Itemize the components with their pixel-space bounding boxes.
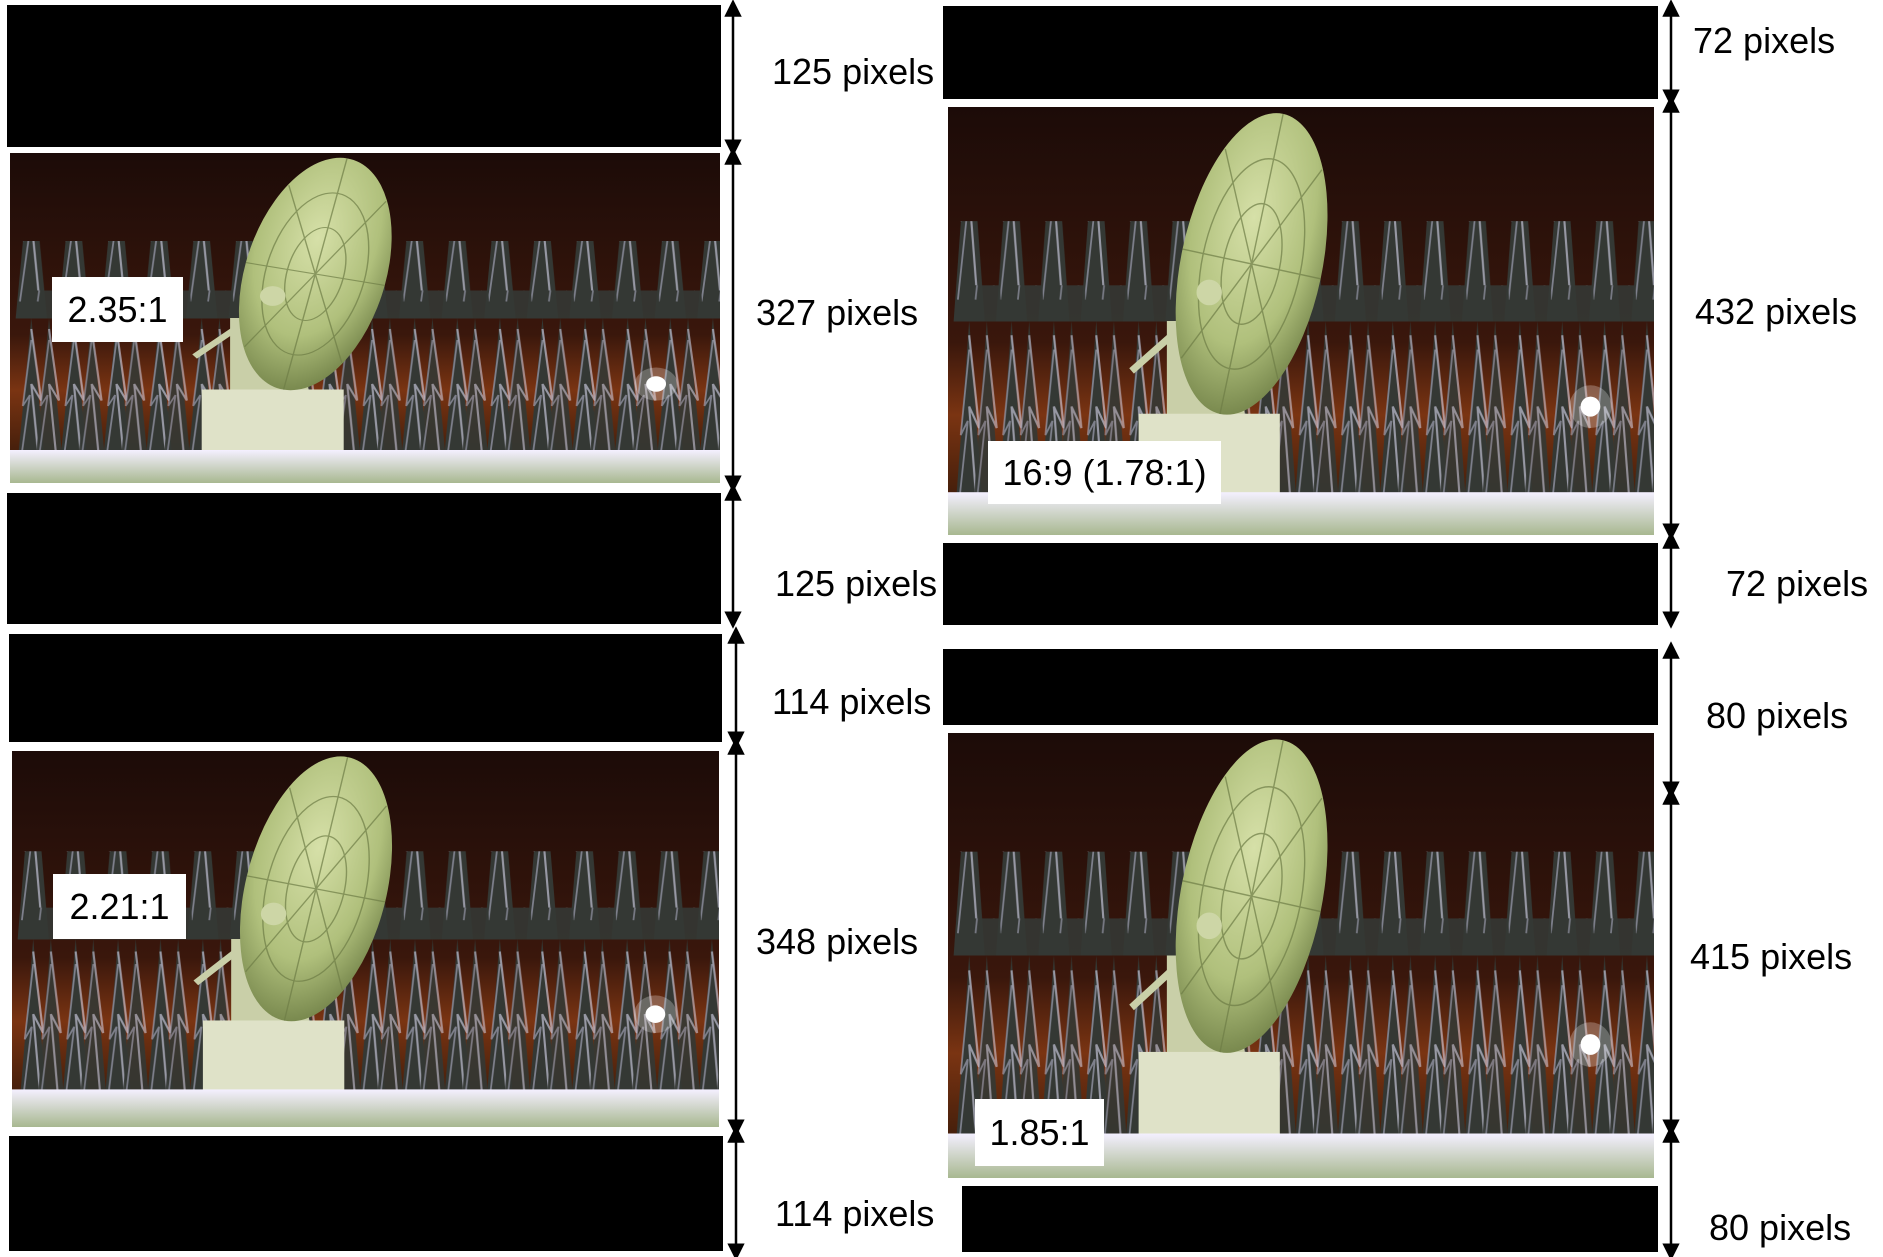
letterbox-bar-top xyxy=(943,6,1658,99)
letterbox-bar-top xyxy=(7,5,721,147)
image-height-label: 348 pixels xyxy=(756,924,918,960)
top-bar-height-label: 125 pixels xyxy=(772,54,934,90)
image-height-label: 327 pixels xyxy=(756,295,918,331)
ratio-label: 16:9 (1.78:1) xyxy=(988,441,1221,504)
bottom-bar-height-label: 80 pixels xyxy=(1709,1210,1851,1246)
top-bar-height-label: 80 pixels xyxy=(1706,698,1848,734)
image-height-label: 415 pixels xyxy=(1690,939,1852,975)
photo-panel-3 xyxy=(12,751,719,1127)
top-bar-height-label: 72 pixels xyxy=(1693,23,1835,59)
ratio-label: 2.21:1 xyxy=(53,874,186,939)
ratio-label: 2.35:1 xyxy=(52,277,183,342)
image-height-label: 432 pixels xyxy=(1695,294,1857,330)
top-bar-height-label: 114 pixels xyxy=(772,684,931,720)
letterbox-bar-bottom xyxy=(7,493,721,624)
ratio-label: 1.85:1 xyxy=(975,1099,1104,1166)
bottom-bar-height-label: 72 pixels xyxy=(1726,566,1868,602)
bottom-bar-height-label: 125 pixels xyxy=(775,566,937,602)
letterbox-bar-bottom xyxy=(9,1136,723,1251)
letterbox-bar-top xyxy=(943,649,1658,725)
letterbox-bar-bottom xyxy=(943,543,1658,625)
letterbox-bar-top xyxy=(9,634,722,742)
letterbox-bar-bottom xyxy=(962,1186,1658,1252)
bottom-bar-height-label: 114 pixels xyxy=(775,1196,934,1232)
